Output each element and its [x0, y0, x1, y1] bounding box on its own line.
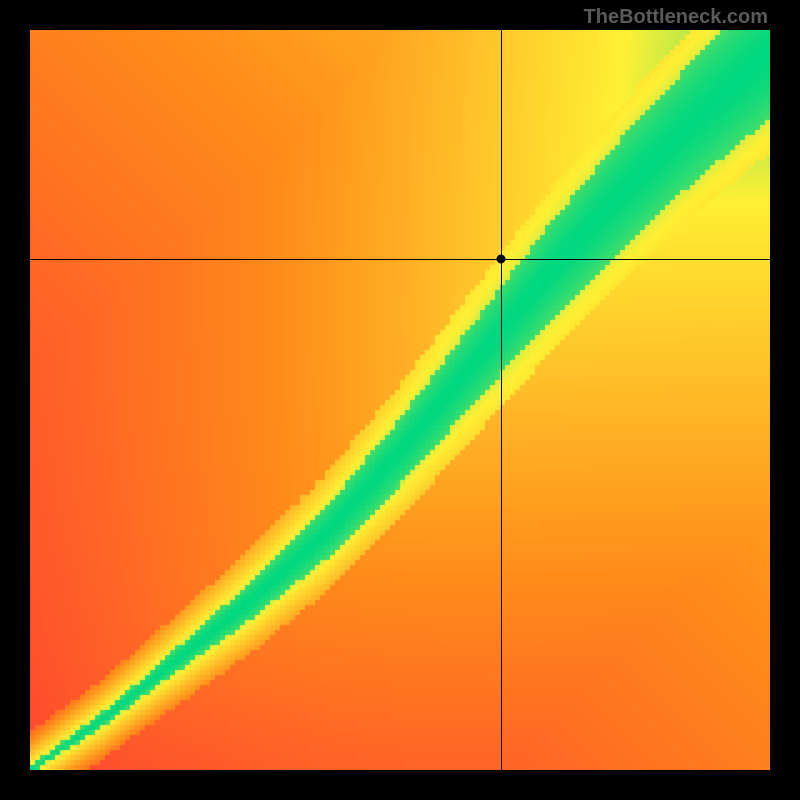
heatmap-canvas — [30, 30, 770, 770]
crosshair-horizontal — [30, 259, 770, 260]
watermark-text: TheBottleneck.com — [584, 6, 768, 29]
crosshair-marker-dot — [497, 255, 506, 264]
crosshair-vertical — [501, 30, 502, 770]
bottleneck-heatmap — [30, 30, 770, 770]
